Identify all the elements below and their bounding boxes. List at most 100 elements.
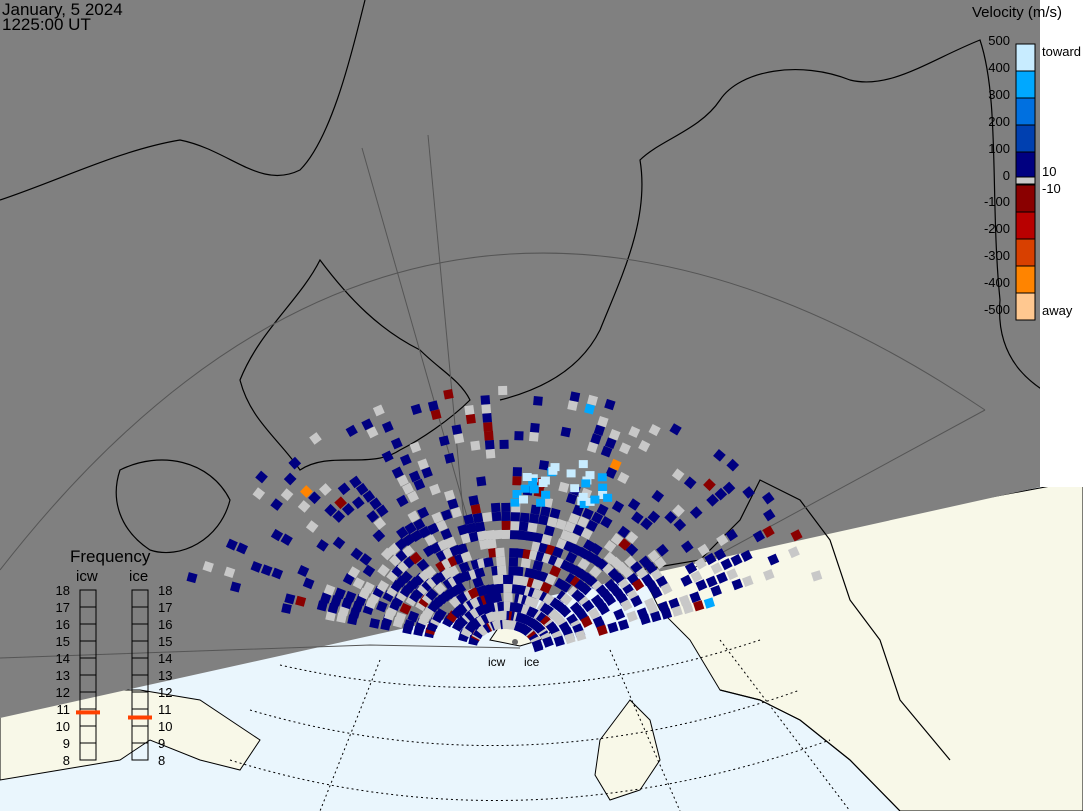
scatter-cell xyxy=(465,522,477,534)
toward-label: toward xyxy=(1042,44,1082,59)
scatter-cell xyxy=(337,482,351,496)
scatter-cell xyxy=(366,510,380,523)
scatter-cell xyxy=(639,613,651,626)
scatter-cell xyxy=(763,508,776,522)
scatter-cell xyxy=(470,440,481,451)
meridian xyxy=(719,639,851,811)
scatter-cell xyxy=(434,608,447,621)
colorbar-tick-label: 0 xyxy=(1002,167,1010,183)
frequency-tick-label: 15 xyxy=(55,634,70,649)
scatter-cell xyxy=(394,612,407,624)
colorbar-segment xyxy=(1015,70,1036,99)
scatter-cell xyxy=(440,528,453,541)
frequency-tick-label: 13 xyxy=(158,668,173,683)
scatter-cell xyxy=(225,538,238,551)
scatter-cell xyxy=(693,600,705,612)
scatter-cell xyxy=(585,519,599,532)
scatter-cell xyxy=(590,543,603,556)
scatter-cell xyxy=(600,445,613,458)
scatter-cell xyxy=(720,558,733,571)
scatter-cell xyxy=(377,564,390,577)
scatter-cell xyxy=(451,424,463,435)
scatter-cell xyxy=(202,560,214,573)
scatter-cell xyxy=(501,520,511,530)
scatter-cell xyxy=(528,477,538,486)
scatter-cell xyxy=(610,532,624,546)
scatter-cell xyxy=(713,548,727,561)
scatter-cell xyxy=(417,458,429,471)
scatter-cell xyxy=(577,557,591,571)
scatter-cell xyxy=(349,475,362,489)
scatter-cell xyxy=(682,602,694,615)
meridian xyxy=(609,649,681,811)
scatter-cell xyxy=(578,492,588,501)
scatter-cell xyxy=(443,389,454,400)
scatter-cell xyxy=(604,437,617,450)
frequency-tick-label: 11 xyxy=(158,702,172,717)
latitude-circle xyxy=(229,739,831,801)
scatter-cell xyxy=(270,498,283,511)
scatter-cell xyxy=(551,546,564,559)
scatter-cell xyxy=(255,470,268,484)
scatter-cell xyxy=(660,608,673,620)
scatter-cell xyxy=(453,582,467,595)
scatter-cell xyxy=(577,516,590,529)
scatter-cell xyxy=(396,474,409,487)
british-isles-land xyxy=(594,699,661,801)
scatter-cell xyxy=(767,553,780,566)
colorbar-segment xyxy=(1015,151,1036,178)
scatter-cell xyxy=(359,553,373,566)
scatter-cell xyxy=(811,570,823,582)
scatter-cell xyxy=(706,493,719,507)
frequency-tick-label: 12 xyxy=(158,685,173,700)
scatter-cell xyxy=(597,415,609,428)
scatter-cell xyxy=(558,580,572,593)
scatter-cell xyxy=(664,510,678,524)
scatter-cell xyxy=(509,530,520,540)
scatter-cell xyxy=(345,424,358,437)
scatter-cell xyxy=(485,529,496,541)
scatter-cell xyxy=(350,547,364,561)
scatter-cell xyxy=(430,409,442,421)
scatter-cell xyxy=(558,604,572,618)
scatter-cell xyxy=(223,566,236,579)
scatter-cell xyxy=(532,640,544,653)
scatter-cell xyxy=(352,577,365,590)
scatter-cell xyxy=(362,564,376,578)
scatter-cell xyxy=(361,418,374,431)
scatter-cell xyxy=(611,500,625,513)
scatter-cell xyxy=(423,565,437,579)
scatter-cell xyxy=(564,632,576,645)
frequency-tick-label: 15 xyxy=(158,634,173,649)
scatter-cell xyxy=(650,586,663,600)
scatter-cell xyxy=(580,615,593,628)
scatter-cell xyxy=(716,571,728,584)
colorbar-tick-label: 100 xyxy=(988,140,1010,156)
scatter-cell xyxy=(476,530,488,541)
colorbar-segment xyxy=(1015,238,1036,267)
colorbar-segment xyxy=(1015,43,1036,72)
scatter-cell xyxy=(424,533,437,547)
scatter-cell xyxy=(726,568,739,581)
scatter-cell xyxy=(421,466,433,479)
scatter-cell xyxy=(417,506,430,519)
latitude-circle xyxy=(279,639,761,688)
scatter-cell xyxy=(741,575,754,588)
frequency-radar-ice: ice xyxy=(129,568,149,585)
scatter-cell xyxy=(280,533,293,546)
colorbar-segment xyxy=(1015,265,1036,294)
scatter-cell xyxy=(444,452,456,464)
colorbar-tick-label: -400 xyxy=(983,275,1010,291)
scatter-cell xyxy=(496,565,507,576)
scatter-cell xyxy=(580,527,593,540)
scatter-cell xyxy=(761,491,775,505)
scatter-cell xyxy=(381,450,394,463)
frequency-tick-label: 10 xyxy=(158,719,173,734)
scatter-cell xyxy=(532,560,544,572)
legend-background xyxy=(1040,0,1083,487)
scatter-cell xyxy=(653,556,667,570)
scatter-cell xyxy=(597,602,610,616)
scatter-cell xyxy=(626,610,638,623)
scatter-cell xyxy=(472,576,484,589)
frequency-marker-icw xyxy=(76,710,100,715)
